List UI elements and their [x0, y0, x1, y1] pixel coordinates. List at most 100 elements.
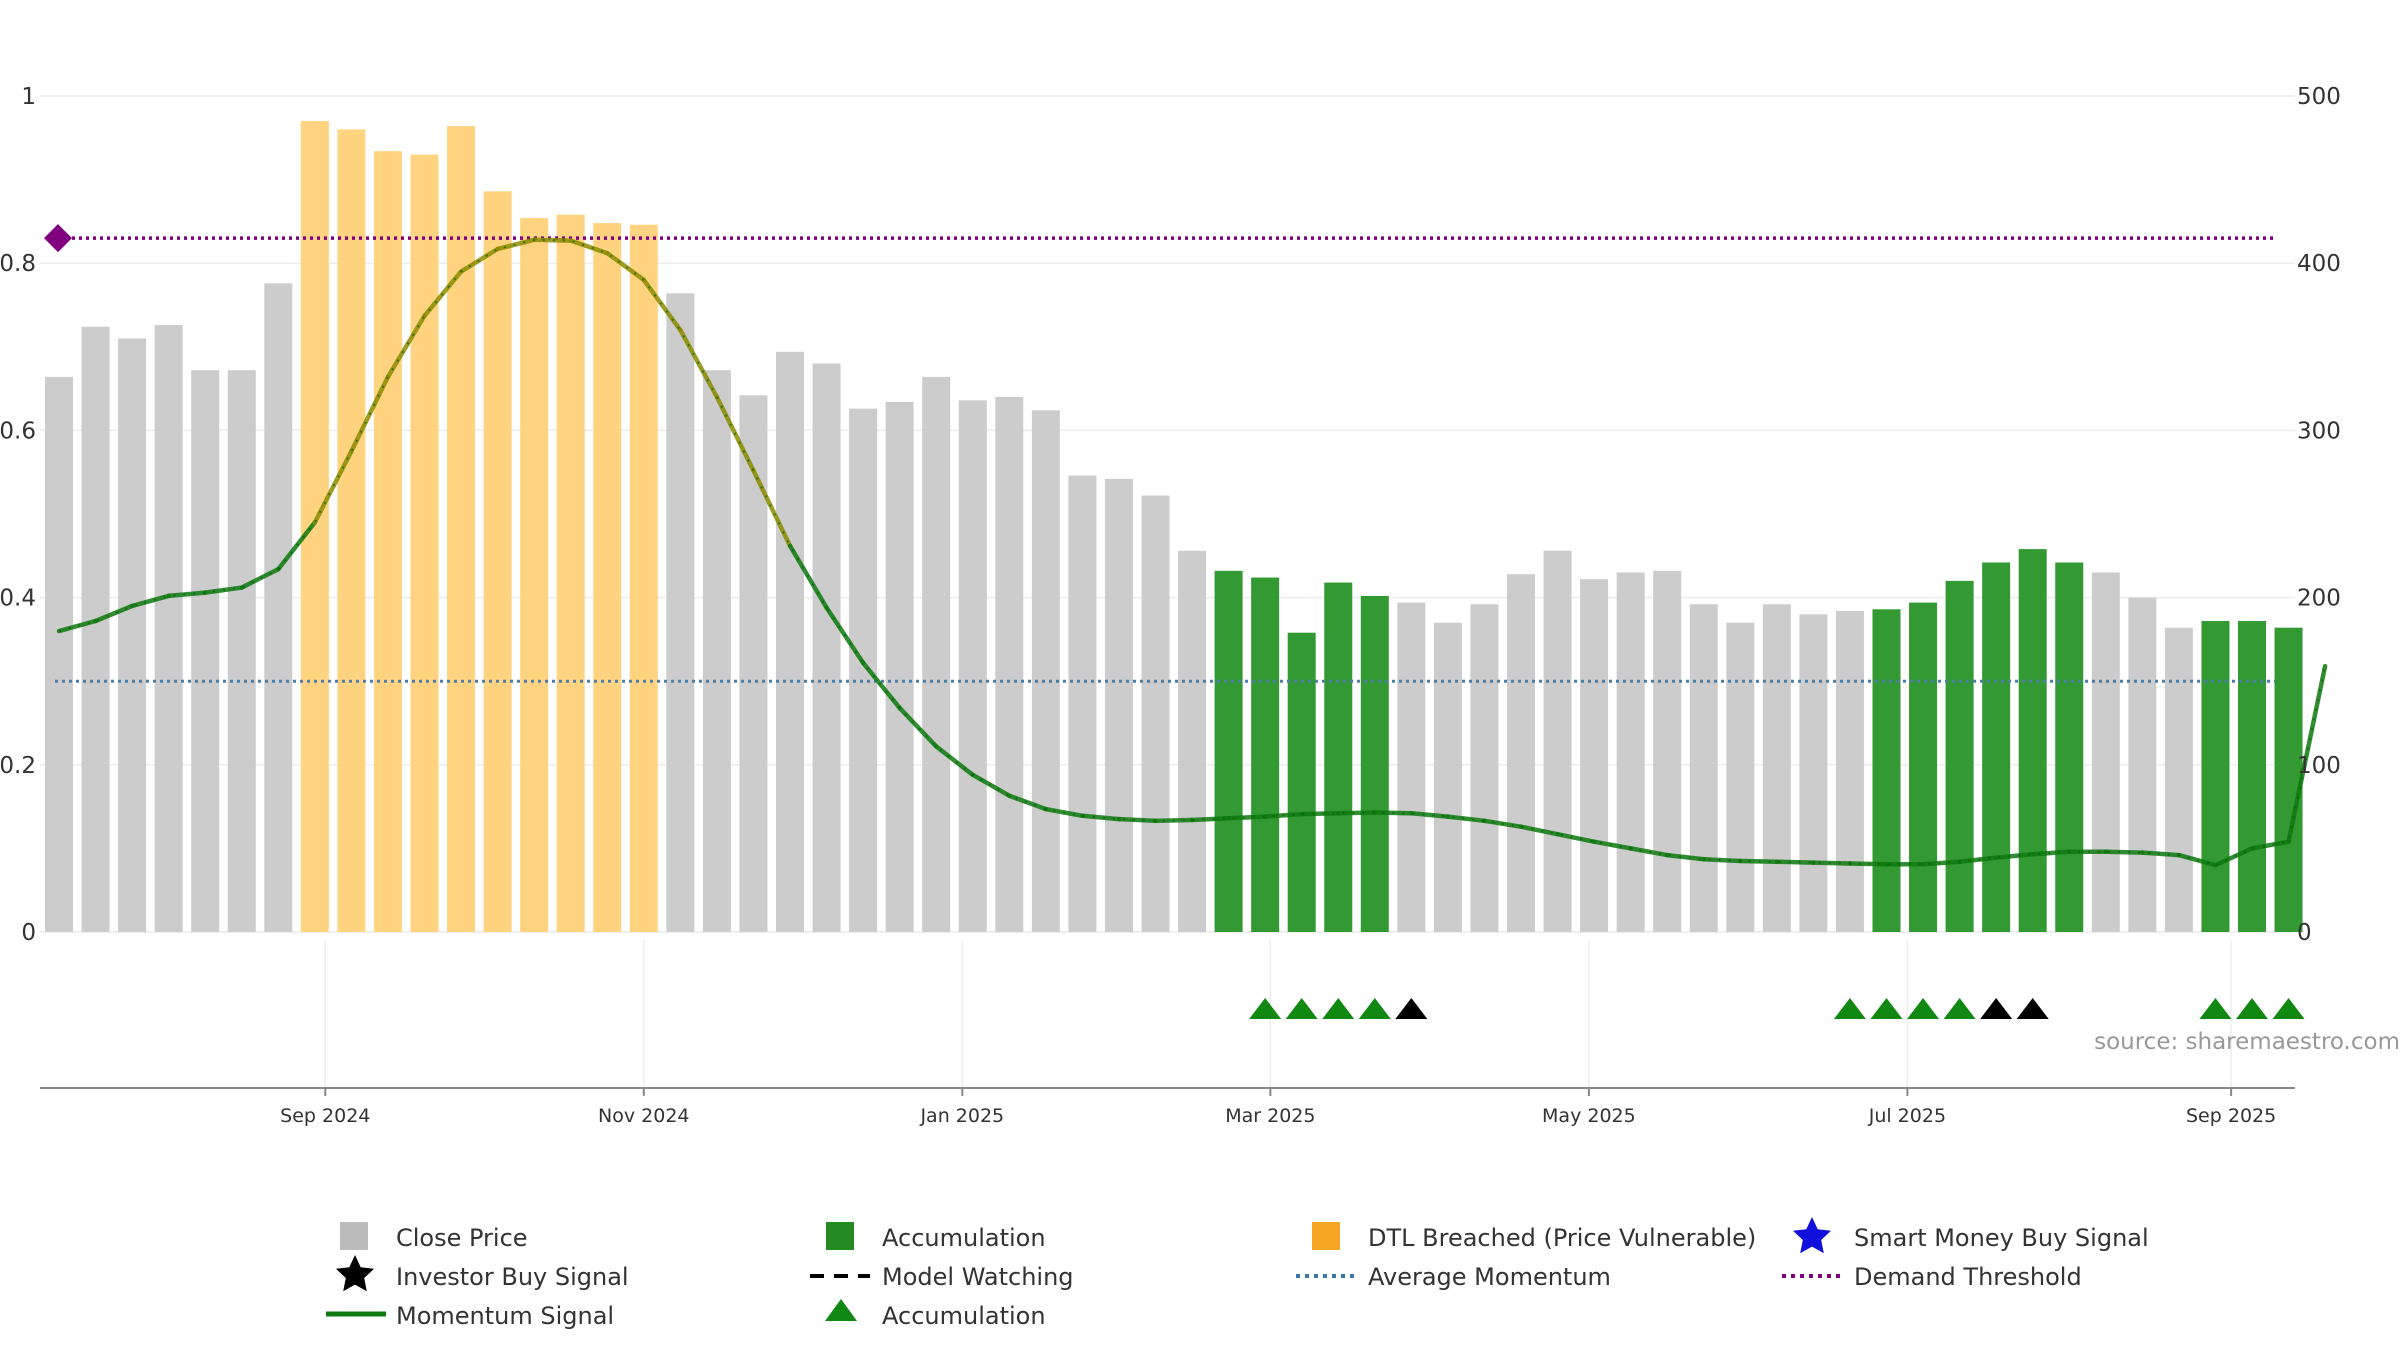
- x-tick-label: May 2025: [1542, 1105, 1636, 1127]
- y-right-tick-label: 100: [2297, 753, 2341, 779]
- close-price-bar: [812, 363, 841, 932]
- legend-accumulation-swatch: [826, 1222, 854, 1250]
- accumulation-signal-triangle-icon: [1907, 998, 1940, 1019]
- close-price-bar: [922, 376, 951, 932]
- momentum-segment: [495, 237, 537, 252]
- x-tick-label: Jul 2025: [1868, 1105, 1946, 1127]
- legend-investor-star-icon: [336, 1255, 374, 1292]
- momentum-segment: [1738, 858, 1780, 865]
- y-right-tick-label: 500: [2297, 84, 2341, 110]
- y-right-tick-label: 200: [2297, 586, 2341, 612]
- momentum-segment: [458, 246, 500, 274]
- accumulation-bar: [2274, 627, 2303, 932]
- momentum-segment: [239, 566, 281, 590]
- accumulation-signal-triangle-icon: [1322, 998, 1355, 1019]
- close-price-bar: [81, 326, 110, 933]
- y-left-tick-label: 0: [21, 920, 36, 946]
- legend-model-watching: Model Watching: [882, 1263, 1074, 1291]
- momentum-segment: [2176, 852, 2218, 868]
- close-price-bar: [1433, 622, 1462, 932]
- momentum-segment: [641, 277, 683, 333]
- accumulation-signal-triangle-icon: [1833, 998, 1866, 1019]
- x-tick-label: Jan 2025: [919, 1105, 1004, 1127]
- momentum-segment: [531, 237, 573, 243]
- legend-accumulation: Accumulation: [882, 1224, 1046, 1252]
- close-price-bar: [1397, 602, 1426, 932]
- close-price-bar: [264, 283, 293, 932]
- legend-accumulation-marker: Accumulation: [882, 1302, 1046, 1330]
- legend-investor-buy: Investor Buy Signal: [396, 1263, 629, 1291]
- momentum-segment: [312, 449, 354, 525]
- close-price-bar: [1689, 604, 1718, 932]
- accumulation-signal-triangle-icon: [1285, 998, 1318, 1019]
- momentum-segment: [2213, 846, 2255, 868]
- momentum-segment: [933, 744, 975, 778]
- momentum-segment: [1226, 814, 1268, 821]
- momentum-segment: [1189, 816, 1231, 823]
- accumulation-signal-triangle-icon: [2272, 998, 2305, 1019]
- momentum-segment: [1409, 811, 1451, 819]
- x-tick-label: Sep 2024: [280, 1105, 370, 1127]
- close-price-bar: [995, 396, 1024, 933]
- accumulation-bar: [1360, 595, 1389, 932]
- legend-smart-money: Smart Money Buy Signal: [1854, 1224, 2149, 1252]
- accumulation-signal-triangle-icon: [1358, 998, 1391, 1019]
- dtl-breached-bar: [483, 191, 512, 932]
- legend-close-price: Close Price: [396, 1224, 528, 1252]
- accumulation-bar: [1982, 562, 2011, 932]
- close-price-bar: [1068, 475, 1097, 932]
- close-price-bar: [1762, 604, 1791, 932]
- signal-markers: [1249, 998, 2305, 1019]
- y-left-tick-label: 0.8: [0, 251, 36, 277]
- close-price-bar: [1507, 574, 1535, 932]
- close-price-bar: [1141, 495, 1170, 932]
- accumulation-signal-triangle-icon: [2199, 998, 2232, 1019]
- x-tick-label: Mar 2025: [1225, 1105, 1315, 1127]
- close-price-bar: [1835, 610, 1864, 932]
- close-price-bar: [1104, 478, 1133, 932]
- momentum-segment: [1664, 852, 1706, 862]
- dtl-breached-bar: [520, 218, 549, 932]
- close-price-bar: [45, 376, 73, 932]
- dtl-breached-bar: [556, 214, 585, 932]
- momentum-segment: [1993, 852, 2035, 860]
- dtl-breached-bar: [337, 129, 366, 932]
- accumulation-bar: [1909, 602, 1938, 932]
- dtl-breached-bar: [373, 151, 402, 932]
- close-price-bar: [776, 351, 804, 932]
- close-price-bar: [1178, 550, 1207, 932]
- accumulation-bar: [1214, 570, 1243, 932]
- close-price-bar: [227, 370, 256, 932]
- y-left-tick-label: 0.6: [0, 418, 36, 444]
- momentum-segment: [970, 772, 1012, 798]
- accumulation-signal-triangle-icon: [1870, 998, 1903, 1019]
- momentum-segment: [2103, 849, 2145, 855]
- legend-momentum-signal: Momentum Signal: [396, 1302, 614, 1330]
- close-price-bar: [118, 338, 147, 932]
- close-price-bar: [666, 293, 695, 932]
- momentum-segment: [129, 593, 171, 609]
- close-price-bar: [1653, 570, 1682, 932]
- source-label: source: sharemaestro.com: [2094, 1029, 2400, 1055]
- dtl-breached-bar: [593, 223, 622, 932]
- close-price-bar: [885, 401, 914, 932]
- close-price-bar: [1543, 550, 1572, 932]
- legend: Close Price Accumulation DTL Breached (P…: [326, 1217, 2149, 1330]
- momentum-segment: [1116, 816, 1158, 824]
- dtl-breached-bar: [300, 121, 329, 932]
- close-price-bar: [1726, 622, 1755, 932]
- legend-dtl-breached: DTL Breached (Price Vulnerable): [1368, 1224, 1756, 1252]
- indicator-lines: [44, 224, 2328, 868]
- demand-threshold-diamond-icon: [44, 224, 72, 253]
- close-price-bar: [2164, 627, 2193, 932]
- y-left-tick-label: 0.2: [0, 753, 36, 779]
- investor-signal-triangle-icon: [1395, 998, 1428, 1019]
- dtl-breached-bar: [410, 154, 439, 932]
- legend-demand-threshold: Demand Threshold: [1854, 1263, 2082, 1291]
- x-tick-label: Sep 2025: [2186, 1105, 2276, 1127]
- momentum-segment: [1847, 861, 1889, 867]
- y-left-tick-label: 0.4: [0, 586, 36, 612]
- accumulation-signal-triangle-icon: [1249, 998, 1282, 1019]
- legend-smart-money-star-icon: [1793, 1217, 1831, 1254]
